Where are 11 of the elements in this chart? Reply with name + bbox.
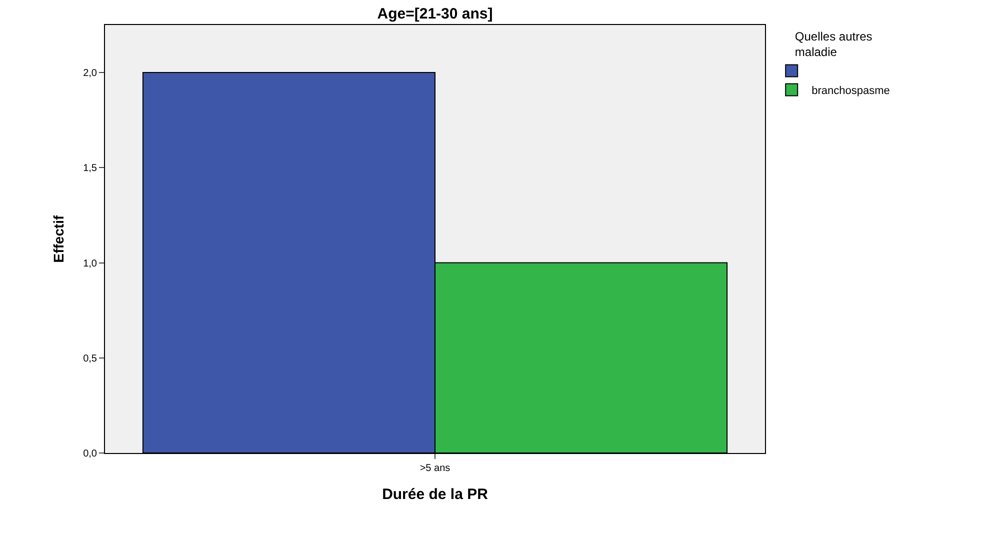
y-tick-label: 0,5 <box>83 353 98 364</box>
y-tick-label: 0,0 <box>83 448 98 460</box>
legend-title: Quelles autres maladie <box>794 30 872 60</box>
x-axis-title: Durée de la PR <box>382 486 488 503</box>
y-axis-title: Effectif <box>50 214 67 263</box>
y-tick-label: 1,5 <box>83 163 98 174</box>
y-tick-label: 1,0 <box>83 258 98 270</box>
legend-label: branchospasme <box>812 84 890 97</box>
y-tick-label: 2,0 <box>83 68 98 80</box>
x-tick-label: >5 ans <box>420 463 450 474</box>
chart-title: Age=[21-30 ans] <box>377 6 493 23</box>
